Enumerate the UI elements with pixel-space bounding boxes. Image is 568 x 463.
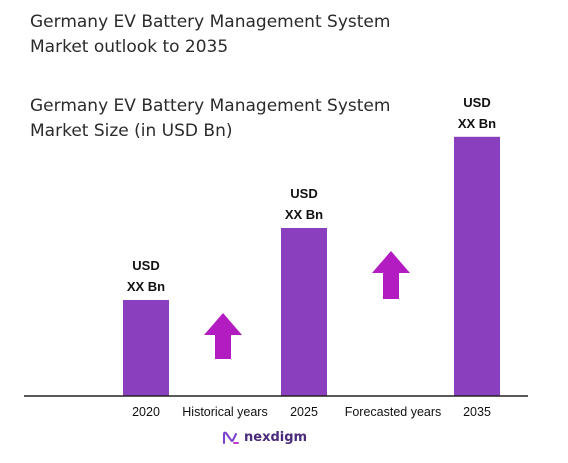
- bar-2035: [454, 136, 500, 397]
- data-label-2035-line-2: XX Bn: [458, 116, 496, 131]
- tick-labels-group: 2020 2025 2035 Historical years Forecasted y…: [132, 405, 491, 419]
- subtitle-line-2: Market Size (in USD Bn): [30, 121, 233, 141]
- growth-arrow-icon-2: [372, 251, 410, 299]
- data-label-2025-line-2: XX Bn: [285, 207, 323, 222]
- bar-2020: [123, 300, 169, 396]
- brand-logo: nexdigm: [222, 430, 307, 445]
- subtitle-line-1: Germany EV Battery Management System: [30, 96, 391, 116]
- x-tick-2020: 2020: [132, 405, 160, 419]
- chart-title: Germany EV Battery Management System Mar…: [30, 10, 450, 60]
- data-label-2020-line-1: USD: [132, 258, 159, 273]
- chart-subtitle: Germany EV Battery Management System Mar…: [30, 94, 450, 144]
- period-label-1: Historical years: [182, 405, 267, 419]
- growth-arrow-icon-1: [204, 313, 242, 359]
- value-labels-group: USD XX Bn USD XX Bn USD XX Bn: [127, 95, 496, 294]
- period-label-2: Forecasted years: [345, 405, 442, 419]
- x-tick-2035: 2035: [463, 405, 491, 419]
- data-label-2035-line-1: USD: [463, 95, 490, 110]
- arrows-group: [204, 251, 410, 359]
- bars-group: [123, 136, 500, 397]
- title-line-1: Germany EV Battery Management System: [30, 12, 391, 32]
- nexdigm-logo-icon: [223, 431, 239, 444]
- data-label-2025-line-1: USD: [290, 186, 317, 201]
- bar-2025: [281, 228, 327, 396]
- logo-text: nexdigm: [244, 430, 308, 445]
- title-line-2: Market outlook to 2035: [30, 37, 229, 57]
- data-label-2020-line-2: XX Bn: [127, 279, 165, 294]
- x-tick-2025: 2025: [290, 405, 318, 419]
